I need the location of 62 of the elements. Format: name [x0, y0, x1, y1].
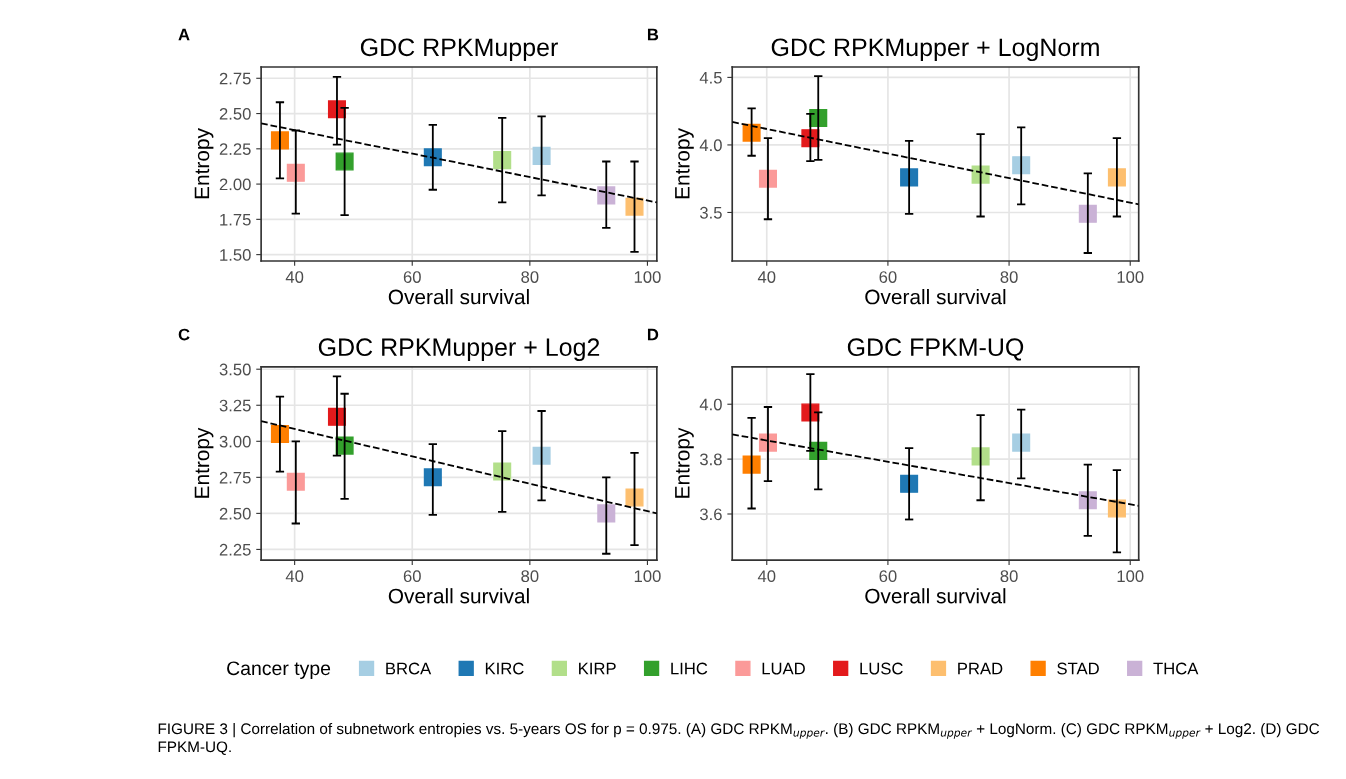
legend-label: KIRC: [485, 662, 524, 675]
x-tick-label: 80: [1000, 271, 1018, 283]
legend-label: PRAD: [958, 662, 1003, 675]
y-tick-label: 2.25: [219, 543, 251, 556]
x-tick-label: 80: [1000, 570, 1018, 583]
text: B: [647, 28, 659, 41]
text: A: [178, 28, 190, 41]
x-tick-label: 100: [634, 271, 661, 283]
y-tick-label: 2.25: [219, 143, 251, 156]
y-tick-label: 1.50: [220, 249, 251, 261]
y-tick-label: 4.5: [699, 71, 722, 84]
y-tick-label: 3.50: [219, 363, 251, 376]
x-tick-label: 60: [879, 271, 897, 283]
chart-title: GDC RPKMupper: [360, 38, 558, 62]
chart-title: GDC RPKMupper + Log2: [318, 338, 600, 361]
x-tick-label: 40: [285, 271, 304, 283]
x-tick-label: 100: [1117, 271, 1144, 283]
legend-label: BRCA: [386, 662, 432, 675]
y-tick-label: 3.6: [699, 508, 722, 521]
text: D: [647, 328, 659, 341]
x-tick-label: 80: [521, 570, 539, 583]
y-tick-label: 3.00: [219, 435, 251, 448]
text: C: [178, 328, 190, 341]
y-axis-title: Entropy: [675, 427, 694, 498]
legend-title: Cancer type: [227, 661, 331, 679]
x-tick-label: 40: [757, 570, 776, 583]
y-axis-title: Entropy: [194, 128, 214, 199]
y-tick-label: 3.8: [699, 453, 722, 466]
y-tick-label: 2.75: [219, 72, 251, 85]
legend-label: LUAD: [762, 662, 805, 675]
legend-label: LIHC: [671, 662, 708, 675]
x-tick-label: 40: [757, 271, 776, 283]
x-tick-label: 60: [403, 570, 421, 583]
chart-title: GDC RPKMupper + LogNorm: [771, 38, 1099, 62]
y-tick-label: 2.50: [219, 107, 251, 120]
y-axis-title: Entropy: [194, 427, 214, 498]
x-tick-label: 40: [285, 570, 304, 583]
legend-label: KIRP: [579, 662, 616, 675]
x-axis-title: Overall survival: [388, 588, 529, 604]
y-tick-label: 4.0: [699, 139, 722, 152]
x-tick-label: 60: [403, 271, 421, 283]
chart-title: GDC FPKM-UQ: [847, 338, 1024, 361]
x-tick-label: 100: [1117, 570, 1144, 583]
y-axis-title: Entropy: [675, 128, 694, 199]
point: [625, 488, 644, 507]
y-tick-label: 2.75: [219, 471, 251, 484]
x-tick-label: 80: [521, 271, 539, 283]
y-tick-label: 1.75: [220, 213, 251, 226]
y-tick-label: 2.00: [219, 178, 251, 191]
y-tick-label: 2.50: [219, 507, 251, 520]
x-axis-title: Overall survival: [865, 588, 1006, 604]
legend-label: LUSC: [860, 662, 903, 675]
x-axis-title: Overall survival: [865, 289, 1006, 305]
text: FIGURE 3 | Correlation of subnetwork entropies vs. 5-years OS for p = 0.975. (A) GDC RPKM$_{upper}$. (B) GDC RPKM$_{upper}$ + LogNorm. (C) GDC RPKM$_{upper}$ + Log2. (D) GDC FPKM-UQ.: [158, 722, 1320, 755]
y-tick-label: 3.25: [219, 399, 251, 412]
y-tick-label: 4.0: [699, 398, 722, 411]
x-tick-label: 100: [634, 570, 661, 583]
legend-label: THCA: [1153, 662, 1199, 675]
y-tick-label: 3.5: [699, 206, 722, 219]
legend-label: STAD: [1057, 662, 1099, 675]
x-axis-title: Overall survival: [388, 289, 529, 305]
x-tick-label: 60: [879, 570, 897, 583]
